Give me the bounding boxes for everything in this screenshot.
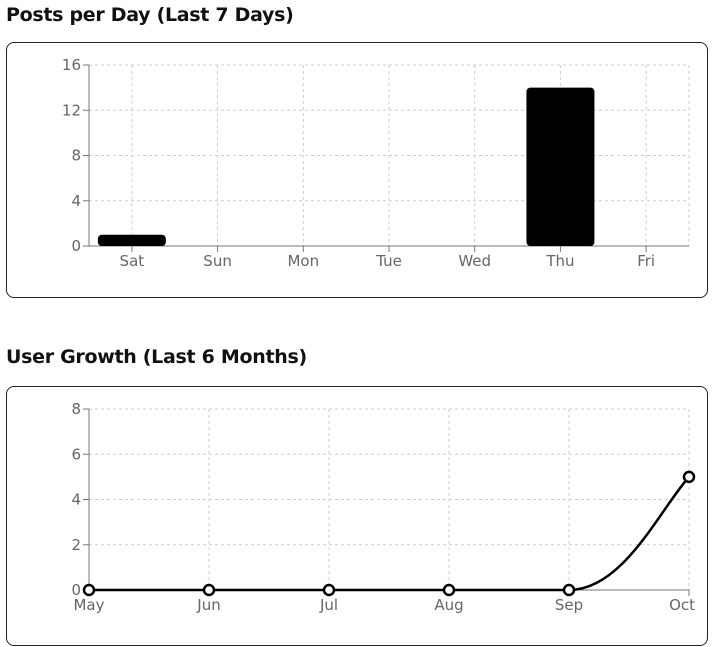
posts-y-tick-label: 0 <box>71 237 81 255</box>
posts-x-tick-label: Tue <box>375 252 402 270</box>
posts-bar-chart: 0 4 8 12 16 Sat Sun Mon Tue Wed Thu Fri <box>62 56 690 270</box>
growth-y-tick-label: 6 <box>71 445 81 463</box>
posts-y-tick-label: 8 <box>71 147 81 165</box>
growth-series-line <box>89 476 690 592</box>
growth-y-tick-label: 0 <box>71 581 81 599</box>
growth-x-tick-label: Aug <box>434 596 463 614</box>
user-growth-line-chart: 0 2 4 6 8 May Jun Jul Aug Sep Oct <box>71 400 696 614</box>
growth-x-tick-label: May <box>73 596 104 614</box>
growth-point-aug <box>442 583 456 597</box>
growth-x-tick-label: Jul <box>319 596 338 614</box>
growth-y-tick-label: 4 <box>71 491 81 509</box>
posts-x-tick-label: Mon <box>287 252 319 270</box>
posts-x-tick-label: Wed <box>458 252 491 270</box>
posts-bar-sat <box>97 234 166 246</box>
posts-x-tick-label: Fri <box>637 252 655 270</box>
growth-x-tick-label: Oct <box>669 596 695 614</box>
posts-y-tick-label: 4 <box>71 192 81 210</box>
posts-x-tick-label: Sat <box>120 252 145 270</box>
growth-x-tick-label: Jun <box>196 596 220 614</box>
growth-point-sep <box>562 583 576 597</box>
growth-y-tick-label: 2 <box>71 536 81 554</box>
posts-chart-title: Posts per Day (Last 7 Days) <box>6 4 294 26</box>
posts-chart-card: 0 4 8 12 16 Sat Sun Mon Tue Wed Thu Fri <box>6 42 708 298</box>
growth-point-jun <box>202 583 216 597</box>
posts-y-tick-label: 12 <box>62 101 81 119</box>
posts-x-tick-label: Sun <box>203 252 232 270</box>
growth-point-jul <box>322 583 336 597</box>
posts-y-tick-label: 16 <box>62 56 81 74</box>
growth-chart-title: User Growth (Last 6 Months) <box>6 346 307 368</box>
posts-bar-thu <box>526 87 595 246</box>
growth-y-tick-label: 8 <box>71 400 81 418</box>
growth-x-tick-label: Sep <box>555 596 583 614</box>
growth-chart-card: 0 2 4 6 8 May Jun Jul Aug Sep Oct <box>6 386 708 646</box>
posts-x-tick-label: Thu <box>545 252 574 270</box>
growth-point-oct <box>682 470 696 484</box>
growth-point-may <box>82 583 96 597</box>
